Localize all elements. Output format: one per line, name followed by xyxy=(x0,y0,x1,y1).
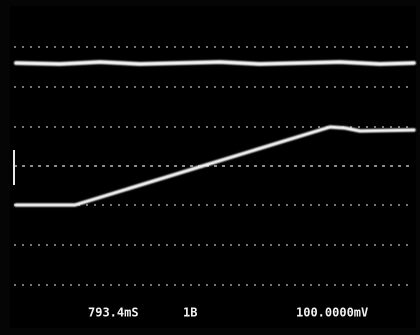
scale-readout: 100.0000mV xyxy=(296,306,368,320)
timebase-readout: 793.4mS xyxy=(88,306,139,320)
page: {"readout": {"timebase": "793.4mS", "cha… xyxy=(0,0,420,335)
oscilloscope-screen: 793.4mS 1B 100.0000mV xyxy=(0,0,420,335)
trace-top xyxy=(16,62,414,64)
channel-readout: 1B xyxy=(183,306,197,320)
screen-area xyxy=(10,6,416,328)
